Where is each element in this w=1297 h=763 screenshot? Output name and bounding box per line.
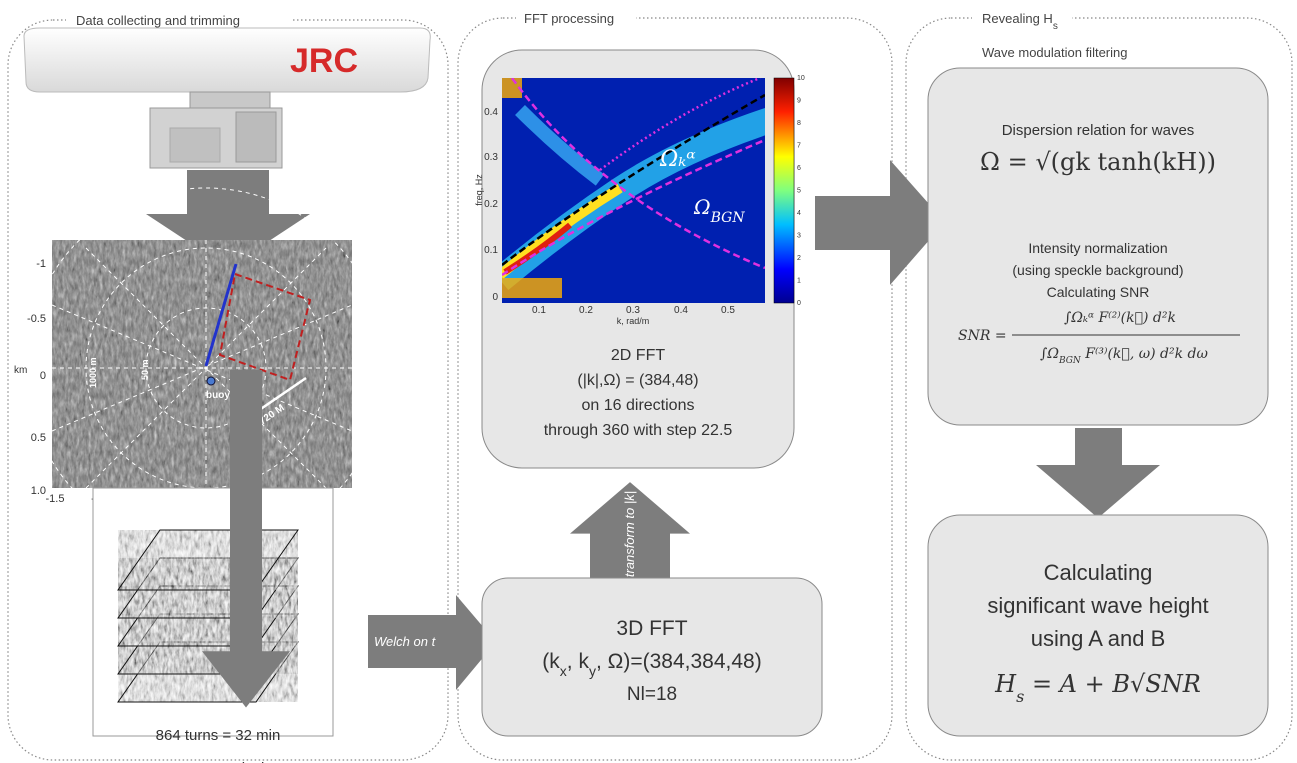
text-part: BGN (1058, 356, 1082, 366)
colorbar-label: 10 (797, 75, 805, 82)
tick-label: 0.1 (532, 305, 546, 316)
tick-label: -1 (36, 258, 46, 270)
formula: Ω = √(gk tanh(kH)) (980, 148, 1216, 176)
arrow (1036, 428, 1160, 518)
text-part: , k (567, 650, 590, 673)
arrow-label: Welch on t (374, 634, 437, 649)
text-line: Calculating SNR (1047, 284, 1150, 300)
tick-label: 0 (40, 370, 46, 382)
note: Nl=18 (627, 684, 677, 705)
colorbar-label: 8 (797, 120, 801, 127)
text-part: (k (542, 650, 560, 673)
text-line: Intensity normalization (1028, 240, 1167, 256)
tick-label: -0.5 (27, 313, 46, 325)
tick-label: 0.1 (484, 245, 498, 256)
tick-label: 0.3 (626, 305, 640, 316)
axis-label: freq, Hz (474, 174, 484, 206)
text-part: F⁽³⁾(k⃗, ω) d²k dω (1081, 346, 1209, 362)
formula: ∫Ωₖᵅ F⁽²⁾(k⃗) d²k (1064, 310, 1176, 326)
colorbar-label: 4 (797, 210, 801, 217)
text-line: on 16 directions (582, 397, 695, 414)
panel-title: Wave modulation filtering (982, 45, 1127, 60)
tick-label: 0.5 (721, 305, 735, 316)
curve-label: Ωₖᵅ (659, 147, 696, 172)
tick-label: 0.2 (579, 305, 593, 316)
text-line: 2D FFT (611, 347, 665, 364)
tick-label: 1.0 (31, 485, 46, 497)
spectrum-image (500, 78, 794, 303)
diagram: Data collecting and trimming FFT process… (0, 0, 1297, 763)
tick-label: 0.4 (674, 305, 688, 316)
text-part: H (994, 670, 1017, 698)
text-line: significant wave height (987, 593, 1208, 618)
text-part: BGN (710, 210, 746, 226)
formula: SNR = (958, 328, 1007, 344)
ring-label: 50 m (140, 359, 150, 380)
axis-label: km (14, 365, 27, 376)
panel-title: Revealing Hs (982, 11, 1058, 32)
text-line: (using speckle background) (1012, 262, 1183, 278)
tick-label: 0.2 (484, 199, 498, 210)
text-part: , Ω)=(384,384,48) (596, 650, 762, 673)
panel-title: Data collecting and trimming (76, 13, 240, 28)
tick-label: 0.3 (484, 152, 498, 163)
text-line: using A and B (1031, 626, 1166, 651)
tick-label: -1.5 (46, 493, 65, 505)
text-part: Ω (693, 195, 711, 219)
arrow (815, 160, 945, 285)
box-title: 3D FFT (616, 617, 687, 640)
text-part: ∫Ω (1040, 346, 1059, 362)
brand: JRC (290, 42, 358, 80)
colorbar-label: 2 (797, 255, 801, 262)
text-line: through 360 with step 22.5 (544, 422, 733, 439)
radar-illustration: JRC (24, 28, 430, 168)
ring-label: 1000 m (88, 357, 98, 388)
tick-label: 0.4 (484, 107, 498, 118)
colorbar-label: 3 (797, 233, 801, 240)
colorbar-label: 6 (797, 165, 801, 172)
text-line: (|k|,Ω) = (384,48) (577, 372, 698, 389)
colorbar-label: 0 (797, 300, 801, 307)
tick-label: 0 (492, 292, 498, 303)
colorbar-label: 5 (797, 188, 801, 195)
arrow-label: transform to |k| (622, 491, 637, 577)
text-part: s (1016, 687, 1024, 706)
colorbar-label: 7 (797, 143, 801, 150)
text-part: s (1053, 21, 1058, 32)
colorbar-label: 9 (797, 98, 801, 105)
buoy-label: buoy (206, 390, 230, 401)
text-part: y (589, 663, 596, 679)
text-line: Calculating (1044, 560, 1153, 585)
colorbar-label: 1 (797, 278, 801, 285)
axis-label: k, rad/m (617, 316, 650, 326)
text-part: Revealing H (982, 11, 1053, 26)
tick-label: 0.5 (31, 432, 46, 444)
text-part: = A + B√SNR (1024, 670, 1201, 698)
text: Dispersion relation for waves (1002, 122, 1195, 139)
panel-title: FFT processing (524, 11, 614, 26)
text-part: x (560, 663, 567, 679)
caption: 864 turns = 32 min (156, 727, 281, 744)
